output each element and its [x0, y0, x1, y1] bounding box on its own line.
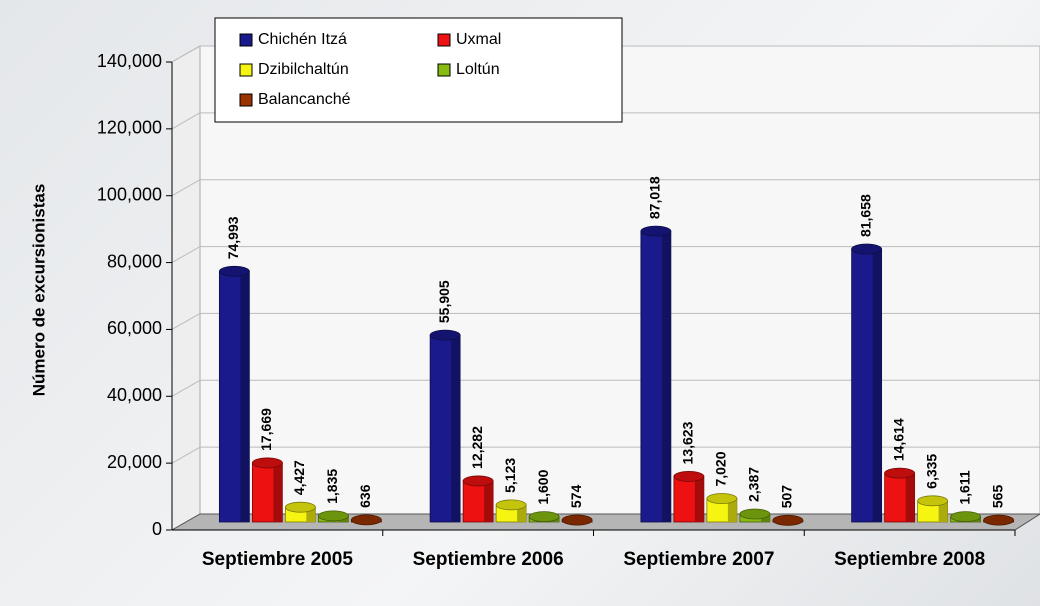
bar-shade: [240, 271, 250, 522]
bar-top: [561, 514, 593, 526]
bar-shade: [484, 480, 494, 522]
legend: Chichén Itzá Uxmal Dzibilchaltún Loltún Bala…: [214, 17, 623, 123]
data-label: 565: [989, 485, 1005, 509]
data-label: 6,335: [923, 454, 939, 489]
legend-label: Dzibilchaltún: [258, 61, 349, 78]
legend-label: Chichén Itzá: [258, 31, 347, 48]
data-label: 1,600: [535, 469, 551, 504]
data-label: 4,427: [291, 460, 307, 495]
data-label: 2,387: [746, 467, 762, 502]
bar-shade: [694, 476, 704, 522]
bar-shade: [905, 473, 915, 522]
data-label: 14,614: [890, 418, 906, 461]
data-label: 87,018: [647, 176, 663, 219]
y-tick-label: 120,000: [97, 118, 162, 138]
data-label: 1,835: [324, 469, 340, 504]
bar-top: [528, 511, 560, 523]
legend-label: Balancanché: [258, 91, 351, 108]
data-label: 55,905: [436, 280, 452, 323]
bar-shade: [306, 507, 316, 522]
bar-top: [317, 510, 349, 522]
bar-top: [462, 475, 494, 487]
bar-top: [251, 457, 283, 469]
x-tick-label: Septiembre 2006: [412, 549, 564, 570]
legend-swatch: [437, 63, 451, 77]
y-tick-label: 140,000: [97, 51, 162, 71]
y-tick-label: 0: [152, 519, 162, 539]
legend-label: Loltún: [456, 61, 500, 78]
bar-top: [851, 243, 883, 255]
data-label: 5,123: [502, 458, 518, 493]
legend-swatch: [239, 63, 253, 77]
x-tick-label: Septiembre 2005: [201, 549, 353, 570]
data-label: 74,993: [225, 216, 241, 259]
y-tick-label: 100,000: [97, 184, 162, 204]
data-label: 1,611: [956, 470, 972, 504]
y-tick-label: 20,000: [107, 452, 162, 472]
y-tick-label: 80,000: [107, 251, 162, 271]
y-axis-title: Número de excursionistas: [29, 184, 48, 397]
grid-line: [171, 45, 201, 63]
legend-swatch: [437, 33, 451, 47]
data-label: 507: [779, 485, 795, 509]
bar-top: [640, 225, 672, 237]
bar-shade: [273, 462, 283, 522]
data-label: 12,282: [469, 426, 485, 469]
grid-line: [171, 379, 201, 397]
y-tick-label: 40,000: [107, 385, 162, 405]
bar-top: [917, 495, 949, 507]
grid-line: [171, 179, 201, 197]
bar-shade: [661, 231, 671, 522]
y-tick-label: 60,000: [107, 318, 162, 338]
x-tick-label: Septiembre 2007: [623, 549, 775, 570]
bar-top: [884, 467, 916, 479]
legend-swatch: [239, 33, 253, 47]
bar-top: [284, 501, 316, 513]
bar-shade: [938, 500, 948, 522]
legend-label: Uxmal: [456, 31, 501, 48]
data-label: 574: [568, 485, 584, 509]
data-label: 81,658: [857, 194, 873, 237]
grid-line: [171, 246, 201, 264]
bar-top: [950, 511, 982, 523]
bar-top: [739, 508, 771, 520]
bar-shade: [451, 335, 461, 522]
legend-swatch: [239, 93, 253, 107]
bar-top: [218, 265, 250, 277]
grid-line: [171, 312, 201, 330]
bar-top: [983, 514, 1015, 526]
bar-top: [673, 471, 705, 482]
data-label: 13,623: [680, 421, 696, 464]
grid-line: [171, 112, 201, 130]
bar-top: [350, 514, 382, 526]
bar-shade: [872, 249, 882, 522]
bar-shade: [517, 504, 527, 522]
bar-top: [706, 493, 738, 504]
data-label: 7,020: [713, 451, 729, 486]
bar-top: [772, 514, 804, 526]
legend-box: [214, 17, 623, 123]
side-wall: [171, 45, 201, 531]
grid-line: [171, 446, 201, 464]
bar-top: [429, 329, 461, 341]
bar-top: [495, 499, 527, 511]
data-label: 636: [357, 484, 373, 508]
data-label: 17,669: [258, 408, 274, 451]
bar-shade: [727, 498, 737, 522]
x-tick-label: Septiembre 2008: [834, 549, 986, 570]
